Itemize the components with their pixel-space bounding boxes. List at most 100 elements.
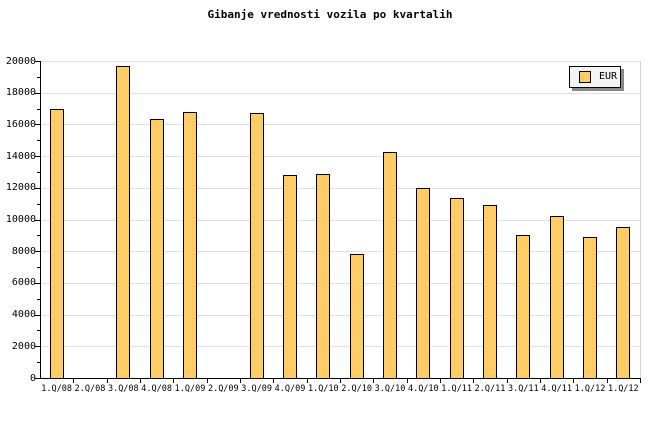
legend: EUR xyxy=(569,66,621,88)
y-tick xyxy=(37,235,40,237)
x-tick xyxy=(606,379,608,383)
x-axis-label: 3.Q/09 xyxy=(241,384,273,394)
y-tick xyxy=(37,76,40,78)
x-tick xyxy=(540,379,541,383)
legend-eur-label: EUR xyxy=(599,71,618,82)
y-tick xyxy=(35,219,40,221)
x-tick xyxy=(640,379,641,383)
legend-eur-swatch xyxy=(579,71,591,83)
y-tick xyxy=(37,362,40,364)
y-tick xyxy=(35,61,40,62)
bar-1-Q-08 xyxy=(49,108,64,379)
x-tick xyxy=(340,379,341,383)
y-tick xyxy=(37,267,40,269)
y-tick xyxy=(35,282,40,284)
y-tick xyxy=(37,108,40,110)
x-tick xyxy=(240,379,241,383)
y-tick xyxy=(35,124,40,126)
y-gridline xyxy=(40,219,641,221)
y-tick xyxy=(37,330,40,332)
bar-1-Q-11 xyxy=(449,198,464,379)
bar-3-Q-08 xyxy=(116,65,131,379)
y-tick xyxy=(35,156,40,158)
x-axis-label: 1.Q/12 xyxy=(574,384,606,394)
y-gridline xyxy=(40,187,641,189)
y-tick xyxy=(37,203,40,205)
x-tick xyxy=(206,379,208,383)
y-gridline xyxy=(40,92,641,94)
x-tick xyxy=(273,379,275,383)
y-gridline xyxy=(40,346,641,348)
x-axis-label: 2.Q/09 xyxy=(207,384,239,394)
y-gridline xyxy=(40,251,641,253)
y-axis-label: 4000 xyxy=(11,309,36,321)
y-tick xyxy=(37,171,40,173)
y-gridline xyxy=(40,282,641,284)
y-tick xyxy=(37,298,40,300)
x-axis-label: 2.Q/10 xyxy=(341,384,373,394)
x-axis-label: 1.Q/09 xyxy=(174,384,206,394)
x-tick xyxy=(506,379,508,383)
bar-4-Q-10 xyxy=(416,187,431,379)
y-tick xyxy=(35,251,40,253)
y-axis-label: 6000 xyxy=(11,277,36,289)
y-axis-label: 18000 xyxy=(5,87,36,99)
y-axis-label: 2000 xyxy=(11,340,36,352)
bar-3-Q-09 xyxy=(249,113,264,379)
y-axis-label: 8000 xyxy=(11,245,36,257)
y-axis-label: 10000 xyxy=(5,214,36,225)
x-axis-label: 2.Q/11 xyxy=(474,384,506,394)
x-tick xyxy=(106,379,108,383)
bar-2-Q-11 xyxy=(483,205,497,379)
chart-title: Gibanje vrednosti vozila po kvartalih xyxy=(207,8,453,21)
y-gridline xyxy=(40,156,641,158)
y-tick xyxy=(35,187,40,189)
x-axis-label: 1.Q/08 xyxy=(41,384,73,394)
x-tick xyxy=(473,379,475,383)
x-axis-label: 3.Q/08 xyxy=(107,384,139,394)
y-tick xyxy=(35,314,40,316)
y-axis-label: 0 xyxy=(29,372,36,384)
x-axis-label: 2.Q/08 xyxy=(74,384,106,394)
y-tick xyxy=(37,140,40,142)
bar-4-Q-11 xyxy=(549,215,564,379)
bar-4-Q-08 xyxy=(149,118,164,379)
bar-1-Q-12 xyxy=(583,236,597,379)
bar-4-Q-09 xyxy=(283,175,297,379)
x-axis-label: 1.Q/12 xyxy=(607,384,639,394)
x-axis-label: 1.Q/10 xyxy=(307,384,339,394)
y-axis-label: 14000 xyxy=(5,150,36,162)
bar-1-Q-09 xyxy=(183,111,197,379)
x-axis-label: 4.Q/10 xyxy=(407,384,439,394)
bar-3-Q-10 xyxy=(383,152,397,379)
bar-1-Q-10 xyxy=(316,173,331,379)
x-tick xyxy=(173,379,175,383)
y-gridline xyxy=(40,314,641,316)
x-axis-label: 4.Q/09 xyxy=(274,384,306,394)
plot-right-frame xyxy=(640,61,641,378)
x-axis-label: 1.Q/11 xyxy=(441,384,473,394)
y-tick xyxy=(35,378,40,379)
y-axis-label: 20000 xyxy=(5,55,36,67)
x-axis-label: 3.Q/11 xyxy=(507,384,539,394)
y-axis-label: 12000 xyxy=(5,182,36,194)
y-axis-line xyxy=(40,61,41,379)
x-tick xyxy=(406,379,408,383)
bar-1-Q-12 xyxy=(616,226,631,379)
y-gridline xyxy=(40,61,641,62)
x-tick xyxy=(440,379,441,383)
y-tick xyxy=(35,92,40,94)
x-axis-line xyxy=(40,378,641,379)
x-tick xyxy=(573,379,575,383)
x-tick xyxy=(306,379,308,383)
x-axis-label: 3.Q/10 xyxy=(374,384,406,394)
x-tick xyxy=(73,379,75,383)
y-tick xyxy=(35,346,40,348)
bar-3-Q-11 xyxy=(516,235,531,379)
x-tick xyxy=(140,379,141,383)
y-axis-label: 16000 xyxy=(5,118,36,130)
x-tick xyxy=(373,379,375,383)
bar-2-Q-10 xyxy=(349,254,364,379)
x-axis-label: 4.Q/11 xyxy=(541,384,573,394)
